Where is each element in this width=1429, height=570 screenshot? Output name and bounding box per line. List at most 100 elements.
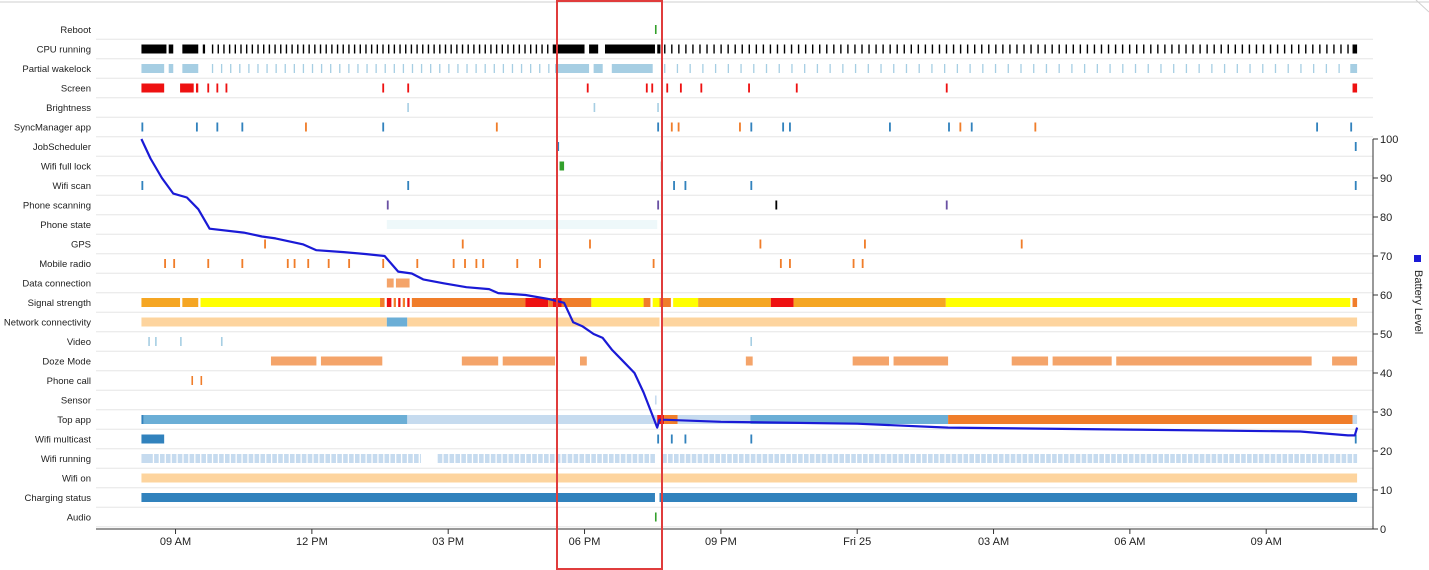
tick-cpu-running-4 bbox=[692, 44, 694, 54]
bar-mobile-radio-8 bbox=[348, 259, 351, 268]
tick-partial-wakelock-31 bbox=[1058, 64, 1060, 73]
tick-partial-wakelock-26 bbox=[994, 64, 997, 73]
bar-network-connectivity-3 bbox=[661, 317, 1358, 327]
row-label-screen: Screen bbox=[61, 84, 91, 95]
tick-partial-wakelock-6 bbox=[266, 64, 268, 73]
bar-video-2 bbox=[180, 337, 182, 346]
tick-cpu-running-32 bbox=[889, 44, 891, 54]
tick-cpu-running-87 bbox=[1276, 44, 1279, 54]
bar-signal-strength-22 bbox=[945, 298, 1351, 307]
tick-wifi-running-124 bbox=[885, 454, 887, 463]
tick-cpu-running-12 bbox=[280, 44, 282, 54]
tick-cpu-running-80 bbox=[1227, 44, 1229, 54]
tick-wifi-running-76 bbox=[601, 454, 604, 463]
bar-doze-mode-5 bbox=[745, 356, 753, 366]
bar-doze-mode-3 bbox=[502, 356, 555, 366]
row-label-phone-state: Phone state bbox=[40, 220, 91, 231]
bar-reboot-0 bbox=[654, 25, 657, 34]
bar-doze-mode-7 bbox=[893, 356, 949, 366]
tick-partial-wakelock-9 bbox=[778, 64, 780, 73]
bar-screen-8 bbox=[586, 83, 589, 93]
tick-partial-wakelock-16 bbox=[867, 64, 869, 73]
y-tick-label-10: 10 bbox=[1380, 485, 1392, 497]
bar-syncmanager-app-9 bbox=[677, 122, 680, 132]
tick-cpu-running-7 bbox=[251, 44, 254, 54]
bar-syncmanager-app-19 bbox=[1316, 122, 1319, 132]
tick-partial-wakelock-14 bbox=[842, 64, 844, 73]
bar-doze-mode-6 bbox=[852, 356, 890, 366]
bar-syncmanager-app-5 bbox=[382, 122, 385, 132]
tick-cpu-running-66 bbox=[1128, 44, 1131, 54]
row-label-partial-wakelock: Partial wakelock bbox=[22, 64, 91, 75]
tick-cpu-running-65 bbox=[1121, 44, 1124, 54]
bar-data-connection-0 bbox=[386, 278, 394, 288]
tick-cpu-running-49 bbox=[1009, 44, 1011, 54]
tick-wifi-running-38 bbox=[377, 454, 379, 463]
bar-cpu-running-2 bbox=[182, 44, 199, 54]
bar-mobile-radio-5 bbox=[293, 259, 296, 268]
tick-cpu-running-7 bbox=[713, 44, 715, 54]
tick-cpu-running-84 bbox=[1255, 44, 1258, 54]
tick-wifi-running-172 bbox=[1168, 454, 1171, 463]
tick-partial-wakelock-40 bbox=[1173, 64, 1175, 73]
bar-syncmanager-app-10 bbox=[739, 122, 741, 132]
tick-wifi-running-130 bbox=[920, 454, 923, 463]
tick-cpu-running-20 bbox=[804, 44, 807, 54]
tick-wifi-running-160 bbox=[1098, 454, 1100, 463]
tick-wifi-running-143 bbox=[997, 454, 999, 463]
tick-cpu-running-56 bbox=[1058, 44, 1060, 54]
tick-partial-wakelock-15 bbox=[348, 64, 350, 73]
tick-cpu-running-92 bbox=[1312, 44, 1314, 54]
bar-gps-3 bbox=[759, 239, 762, 249]
tick-partial-wakelock-23 bbox=[420, 64, 423, 73]
bar-signal-strength-16 bbox=[652, 298, 660, 307]
y-tick-label-100: 100 bbox=[1380, 134, 1398, 146]
tick-wifi-running-74 bbox=[589, 454, 592, 463]
tick-cpu-running-33 bbox=[896, 44, 898, 54]
bar-cpu-running-7 bbox=[657, 44, 661, 54]
tick-partial-wakelock-39 bbox=[1160, 64, 1162, 73]
bar-screen-15 bbox=[795, 83, 798, 93]
y-tick-label-20: 20 bbox=[1380, 446, 1392, 458]
tick-cpu-running-20 bbox=[325, 44, 327, 54]
tick-cpu-running-9 bbox=[727, 44, 729, 54]
tick-wifi-running-187 bbox=[1257, 454, 1259, 463]
tick-wifi-running-193 bbox=[1293, 454, 1295, 463]
tick-wifi-running-173 bbox=[1174, 454, 1177, 463]
tick-wifi-running-138 bbox=[968, 454, 970, 463]
bar-gps-1 bbox=[461, 239, 464, 249]
tick-wifi-running-148 bbox=[1027, 454, 1029, 463]
tick-cpu-running-8 bbox=[720, 44, 722, 54]
bar-partial-wakelock-0 bbox=[141, 64, 165, 73]
tick-cpu-running-59 bbox=[547, 44, 549, 54]
tick-wifi-running-26 bbox=[306, 454, 308, 463]
tick-cpu-running-34 bbox=[405, 44, 407, 54]
bar-video-4 bbox=[750, 337, 753, 346]
tick-wifi-running-68 bbox=[554, 454, 556, 463]
bar-top-app-7 bbox=[948, 415, 1353, 424]
tick-partial-wakelock-19 bbox=[905, 64, 908, 73]
tick-partial-wakelock-27 bbox=[457, 64, 459, 73]
tick-wifi-running-29 bbox=[324, 454, 326, 463]
tick-wifi-running-191 bbox=[1281, 454, 1283, 463]
tick-wifi-running-120 bbox=[861, 454, 864, 463]
tick-wifi-running-44 bbox=[412, 454, 415, 463]
tick-wifi-running-141 bbox=[985, 454, 988, 463]
tick-wifi-running-30 bbox=[330, 454, 332, 463]
y-tick-label-70: 70 bbox=[1380, 251, 1392, 263]
tick-wifi-running-15 bbox=[241, 454, 243, 463]
row-label-wifi-scan: Wifi scan bbox=[52, 181, 91, 192]
tick-partial-wakelock-1 bbox=[220, 64, 223, 73]
tick-cpu-running-39 bbox=[433, 44, 435, 54]
tick-wifi-running-10 bbox=[211, 454, 214, 463]
tick-wifi-running-2 bbox=[164, 454, 166, 463]
bar-wifi-scan-4 bbox=[750, 181, 753, 190]
tick-cpu-running-43 bbox=[966, 44, 969, 54]
bar-screen-2 bbox=[195, 83, 199, 93]
tick-cpu-running-50 bbox=[495, 44, 498, 54]
tick-cpu-running-50 bbox=[1016, 44, 1018, 54]
row-label-gps: GPS bbox=[71, 240, 91, 251]
tick-partial-wakelock-4 bbox=[248, 64, 250, 73]
tick-cpu-running-14 bbox=[762, 44, 765, 54]
tick-cpu-running-52 bbox=[507, 44, 509, 54]
